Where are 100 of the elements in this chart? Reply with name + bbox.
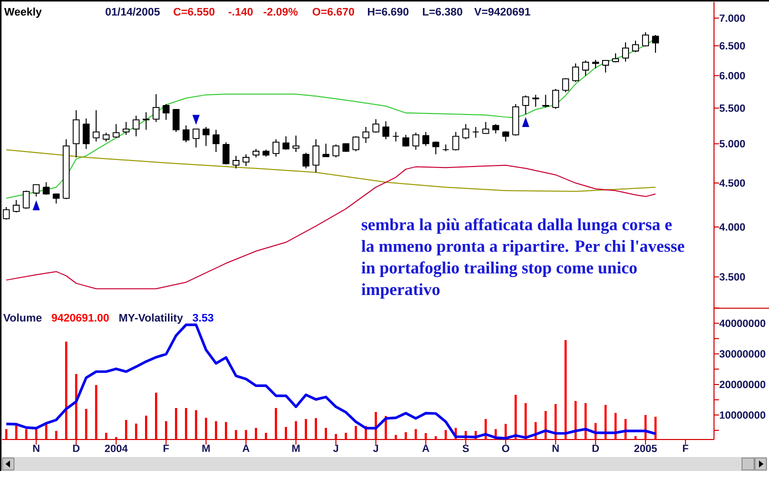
candlestick [622, 42, 629, 62]
candlestick [42, 182, 50, 196]
candlestick [182, 124, 190, 143]
annotation: V=9420691 [474, 8, 530, 16]
y-tick-label: 4.500 [719, 179, 745, 187]
x-tick-label: D [592, 444, 599, 452]
annotation: L=6.380 [422, 8, 462, 16]
candlestick [542, 94, 550, 108]
candlestick [492, 124, 500, 134]
annotation: -.140 [228, 8, 253, 16]
candlestick [432, 140, 440, 155]
y-tick-label: 7.000 [720, 14, 745, 22]
x-tick-label: A [242, 444, 250, 452]
candlestick [192, 128, 200, 148]
candlestick [392, 131, 400, 142]
candlestick [232, 155, 240, 169]
point [32, 200, 40, 210]
y-tick-label: 6.500 [720, 42, 745, 50]
candlestick [302, 152, 310, 169]
x-tick-label: N [33, 444, 40, 452]
x-tick-label: M [292, 444, 300, 452]
annotation: C=6.550 [174, 8, 214, 16]
candlestick [112, 124, 120, 138]
x-tick-label: M [202, 444, 210, 452]
y-tick-label: 5.000 [720, 140, 745, 148]
candlestick [202, 126, 210, 146]
candlestick [472, 126, 480, 138]
candlestick [412, 132, 420, 150]
x-tick-label: A [422, 444, 430, 452]
candlestick [372, 118, 380, 134]
y-tick-label: 4.000 [719, 223, 745, 231]
candlestick [442, 144, 450, 152]
candlestick [522, 94, 530, 115]
x-tick-label: N [552, 444, 559, 452]
annotation: 01/14/2005 [106, 8, 160, 16]
x-tick-label: J [333, 444, 338, 452]
annotation: H=6.690 [368, 8, 408, 16]
candlestick [582, 60, 590, 76]
candlestick [462, 124, 470, 140]
x-tick-label: 2004 [104, 444, 128, 452]
candlestick [292, 135, 300, 153]
candlestick [482, 121, 490, 134]
annotation: sembra la più affaticata dalla lunga corsa e la mmeno pronta a ripartire. Per chi l'avesse in portafoglio trailing stop come unico imperativo [362, 218, 684, 299]
candlestick [562, 78, 570, 93]
candlestick [132, 115, 140, 137]
candlestick [332, 144, 340, 158]
candlestick [32, 184, 40, 198]
candlestick [12, 200, 20, 213]
annotation: 9420691.00 [52, 314, 109, 322]
y-tick-label: 3.500 [719, 273, 745, 281]
candlestick [602, 60, 610, 74]
candlestick [92, 110, 100, 142]
candlestick [502, 130, 510, 142]
candlestick [82, 118, 90, 150]
candlestick [362, 126, 370, 144]
candlestick [312, 138, 320, 173]
candlestick [222, 142, 230, 165]
candlestick [2, 206, 10, 220]
candlestick [322, 143, 330, 158]
candlestick [552, 88, 560, 110]
candlestick [422, 131, 430, 146]
candlestick [382, 120, 390, 140]
candlestick [22, 190, 30, 210]
candlestick [272, 138, 280, 158]
candlestick [52, 193, 60, 204]
annotation: -2.09% [264, 8, 298, 16]
x-tick-label: O [502, 444, 510, 452]
y-tick-label: 10000000 [720, 411, 766, 419]
y-tick-label: 5.500 [720, 104, 745, 112]
x-tick-label: S [462, 444, 469, 452]
candlestick [142, 112, 150, 130]
y-tick-label: 6.000 [720, 72, 745, 80]
candlestick [172, 108, 180, 132]
candlestick [352, 136, 360, 152]
candlestick [162, 104, 170, 120]
x-tick-label: J [373, 444, 378, 452]
candlestick [642, 32, 649, 47]
candlestick [152, 94, 160, 122]
candlestick [242, 154, 250, 167]
chart-title: Weekly [4, 8, 42, 18]
series-label: MY-Volatility [119, 314, 183, 324]
candlestick [652, 34, 659, 54]
annotation: 3.53 [192, 314, 214, 322]
x-tick-label: 2005 [634, 444, 657, 452]
line-series [6, 149, 656, 192]
y-tick-label: 20000000 [720, 380, 766, 388]
candlestick [122, 121, 130, 136]
x-tick-label: F [164, 444, 169, 452]
point [192, 114, 200, 125]
text: Volume [3, 314, 42, 322]
point [522, 116, 530, 127]
candlestick [632, 40, 639, 53]
candlestick [282, 136, 290, 150]
y-tick-label: 40000000 [719, 320, 766, 328]
y-tick-label: 30000000 [719, 350, 766, 358]
candlestick [572, 62, 580, 82]
candlestick [72, 110, 80, 158]
annotation: O=6.670 [312, 8, 354, 16]
x-tick-label: D [73, 444, 80, 452]
x-tick-label: F [682, 444, 688, 452]
